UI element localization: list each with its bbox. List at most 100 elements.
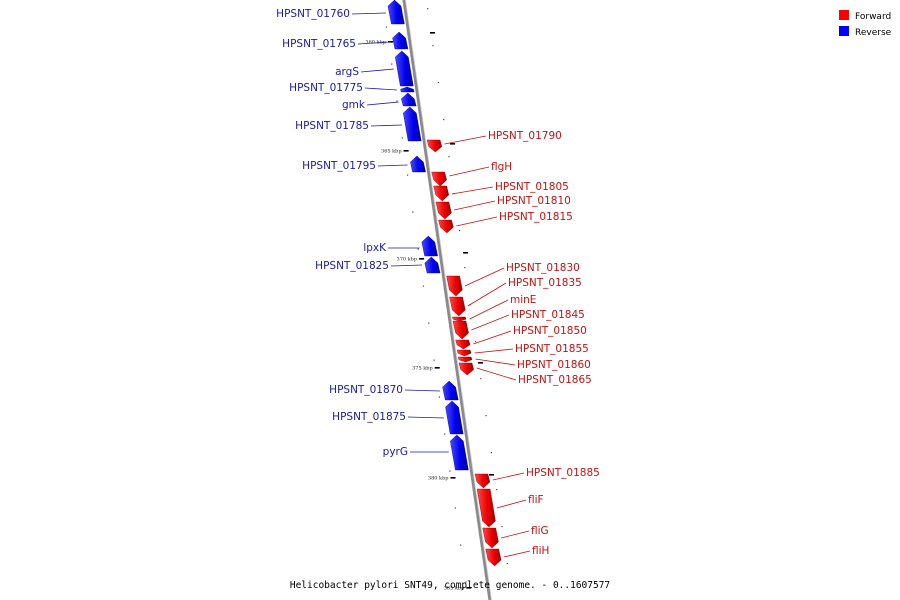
gene-feature-hpsnt-01805[interactable]	[433, 185, 450, 202]
major-tick-mark	[463, 252, 468, 254]
gene-feature-hpsnt-01825[interactable]	[424, 256, 441, 274]
major-tick-mark	[430, 32, 435, 34]
gene-label-hpsnt-01815[interactable]: HPSNT_01815	[499, 211, 573, 223]
leader-line-gmk	[366, 101, 399, 106]
gene-label-gmk[interactable]: gmk	[342, 99, 366, 111]
leader-line-flih	[503, 550, 531, 558]
gene-label-hpsnt-01885[interactable]: HPSNT_01885	[526, 467, 600, 479]
gene-feature-hpsnt-01795[interactable]	[410, 155, 426, 173]
gene-label-hpsnt-01805[interactable]: HPSNT_01805	[495, 181, 569, 193]
gene-feature-hpsnt-01885[interactable]	[474, 473, 491, 489]
gene-label-hpsnt-01860[interactable]: HPSNT_01860	[517, 359, 591, 371]
leader-line-hpsnt-01795	[377, 164, 408, 167]
minor-tick-dot	[506, 563, 508, 565]
minor-tick-dot	[460, 544, 462, 546]
gene-label-hpsnt-01865[interactable]: HPSNT_01865	[518, 374, 592, 386]
gene-feature-flgh[interactable]	[431, 171, 447, 187]
gene-label-hpsnt-01760[interactable]: HPSNT_01760	[276, 8, 350, 20]
gene-feature-hpsnt-01830[interactable]	[446, 275, 463, 297]
minor-tick-dot	[474, 341, 477, 343]
major-tick-mark	[450, 477, 456, 479]
gene-feature-flih[interactable]	[485, 548, 502, 567]
major-tick-mark	[466, 587, 472, 589]
minor-tick-dot	[385, 26, 387, 28]
minor-tick-dot	[437, 82, 439, 84]
legend-reverse-label: Reverse	[855, 28, 892, 38]
gene-label-lpxk[interactable]: lpxK	[363, 242, 387, 254]
gene-feature-hpsnt-01870[interactable]	[442, 380, 459, 401]
minor-tick-dot	[448, 156, 450, 158]
gene-feature-hpsnt-01765[interactable]	[392, 31, 409, 50]
gene-feature-lpxk[interactable]	[421, 235, 438, 257]
legend: Forward Reverse	[839, 10, 892, 38]
gene-feature-hpsnt-01855[interactable]	[456, 349, 472, 357]
gene-label-flih[interactable]: fliH	[532, 545, 549, 557]
gene-label-hpsnt-01825[interactable]: HPSNT_01825	[315, 260, 389, 272]
major-tick-mark	[388, 41, 393, 43]
leader-line-flif	[496, 499, 527, 509]
label-leaders	[351, 12, 531, 558]
gene-feature-hpsnt-01875[interactable]	[445, 400, 464, 435]
minor-tick-dot	[454, 507, 456, 509]
gene-feature-hpsnt-01810[interactable]	[435, 201, 452, 220]
gene-feature-hpsnt-01860[interactable]	[457, 356, 473, 363]
leader-line-hpsnt-01825	[390, 264, 423, 267]
gene-feature-hpsnt-01815[interactable]	[438, 219, 454, 234]
gene-feature-hpsnt-01865[interactable]	[458, 362, 474, 376]
gene-label-args[interactable]: argS	[335, 66, 359, 78]
gene-feature-args[interactable]	[395, 50, 414, 87]
gene-feature-hpsnt-01850[interactable]	[455, 339, 471, 350]
minor-tick-dot	[391, 63, 393, 65]
gene-feature-gmk[interactable]	[401, 92, 417, 107]
gene-label-hpsnt-01850[interactable]: HPSNT_01850	[513, 325, 587, 337]
gene-feature-pyrg[interactable]	[450, 434, 469, 471]
gene-label-hpsnt-01855[interactable]: HPSNT_01855	[515, 343, 589, 355]
chromosome-backbone	[402, 0, 492, 600]
gene-label-hpsnt-01765[interactable]: HPSNT_01765	[282, 38, 356, 50]
gene-feature-flif[interactable]	[476, 488, 496, 528]
gene-feature-hpsnt-01845[interactable]	[452, 320, 469, 340]
gene-label-hpsnt-01835[interactable]: HPSNT_01835	[508, 277, 582, 289]
gene-label-hpsnt-01870[interactable]: HPSNT_01870	[329, 384, 403, 396]
minor-tick-dot	[490, 452, 492, 454]
gene-feature-hpsnt-01760[interactable]	[387, 0, 405, 25]
leader-line-hpsnt-01765	[357, 41, 391, 45]
gene-label-hpsnt-01790[interactable]: HPSNT_01790	[488, 130, 562, 142]
major-tick-mark	[419, 258, 425, 260]
genome-caption: Helicobacter pylori SNT49, complete geno…	[290, 580, 610, 591]
gene-label-hpsnt-01830[interactable]: HPSNT_01830	[506, 262, 580, 274]
gene-label-hpsnt-01775[interactable]: HPSNT_01775	[289, 82, 363, 94]
gene-label-flif[interactable]: fliF	[528, 494, 544, 506]
legend-forward-swatch	[839, 10, 849, 20]
gene-feature-hpsnt-01835[interactable]	[449, 296, 466, 317]
gene-feature-flig[interactable]	[482, 527, 499, 549]
minor-tick-dot	[480, 378, 482, 380]
gene-feature-mine[interactable]	[452, 316, 467, 322]
minor-tick-dot	[396, 100, 398, 102]
minor-tick-dot	[485, 415, 487, 417]
minor-tick-dot	[417, 248, 419, 250]
leader-line-hpsnt-01760	[351, 12, 386, 15]
gene-label-flig[interactable]: fliG	[531, 525, 549, 537]
leader-line-hpsnt-01875	[407, 416, 444, 419]
gene-label-hpsnt-01795[interactable]: HPSNT_01795	[302, 160, 376, 172]
gene-feature-hpsnt-01790[interactable]	[426, 139, 443, 153]
gene-label-hpsnt-01845[interactable]: HPSNT_01845	[511, 309, 585, 321]
minor-tick-dot	[465, 581, 467, 583]
major-tick-mark	[489, 474, 494, 476]
gene-label-flgh[interactable]: flgH	[491, 161, 512, 173]
gene-label-pyrg[interactable]: pyrG	[383, 446, 408, 458]
leader-line-hpsnt-01855	[474, 348, 514, 354]
gene-label-hpsnt-01875[interactable]: HPSNT_01875	[332, 411, 406, 423]
gene-label-mine[interactable]: minE	[510, 294, 536, 306]
gene-label-hpsnt-01785[interactable]: HPSNT_01785	[295, 120, 369, 132]
gene-feature-hpsnt-01785[interactable]	[403, 106, 422, 142]
gene-label-hpsnt-01810[interactable]: HPSNT_01810	[497, 195, 571, 207]
minor-tick-dot	[407, 174, 409, 176]
tick-label-365-kbp: 365 kbp	[381, 149, 402, 155]
gene-feature-hpsnt-01775[interactable]	[400, 86, 415, 93]
leader-line-hpsnt-01810	[454, 200, 496, 211]
gene-labels: HPSNT_01760 HPSNT_01765 argS HPSNT_01775gmk…	[276, 8, 600, 557]
tick-label-380-kbp: 380 kbp	[428, 476, 449, 482]
